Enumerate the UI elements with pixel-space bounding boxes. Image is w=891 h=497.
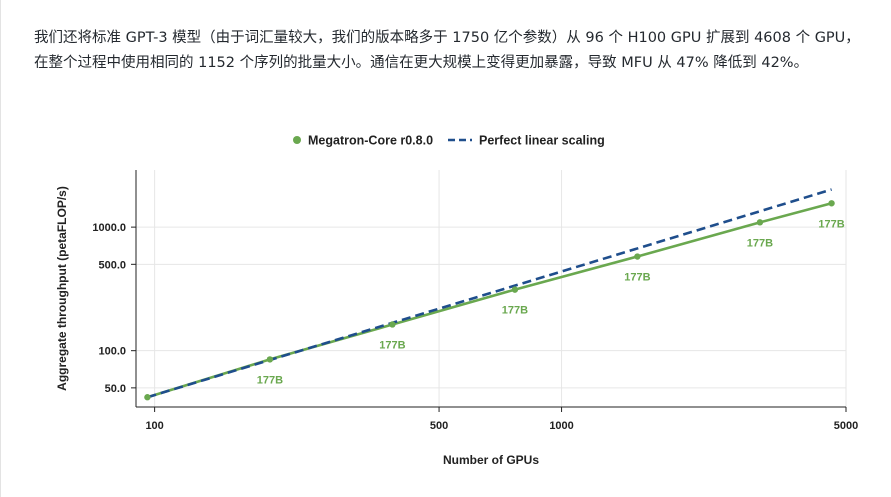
measured-point xyxy=(144,394,151,401)
data-label: 177B xyxy=(747,237,773,249)
legend-label-ideal: Perfect linear scaling xyxy=(479,134,605,148)
grid-lines xyxy=(136,170,847,407)
measured-point xyxy=(511,286,519,293)
series xyxy=(144,188,835,401)
axes xyxy=(131,170,847,412)
legend: Megatron-Core r0.8.0 Perfect linear scali… xyxy=(293,134,605,148)
measured-point xyxy=(634,253,641,260)
legend-label-measured: Megatron-Core r0.8.0 xyxy=(308,134,433,148)
x-tick-label: 1000 xyxy=(549,420,573,432)
data-label: 177B xyxy=(624,272,650,284)
measured-point xyxy=(389,321,396,328)
x-tick-label: 500 xyxy=(430,420,448,432)
data-labels: 177B 177B 177B 177B 177B 177B xyxy=(257,218,845,386)
data-label: 177B xyxy=(379,339,405,351)
legend-marker-measured xyxy=(293,136,301,144)
y-axis-title: Aggregate throughput (petaFLOP/s) xyxy=(55,186,69,391)
measured-point xyxy=(266,356,274,363)
measured-point xyxy=(828,200,835,207)
x-axis-title: Number of GPUs xyxy=(443,453,539,467)
measured-series-line xyxy=(147,202,832,399)
tick-labels: 100 500 1000 5000 50.0 100.0 500.0 1000.0 xyxy=(92,222,858,432)
intro-paragraph: 我们还将标准 GPT-3 模型（由于词汇量较大，我们的版本略多于 1750 亿个… xyxy=(34,30,860,71)
y-tick-label: 1000.0 xyxy=(92,222,126,234)
x-tick-label: 100 xyxy=(145,420,163,432)
y-tick-label: 100.0 xyxy=(98,346,126,358)
data-label: 177B xyxy=(257,374,283,386)
y-tick-label: 50.0 xyxy=(105,383,126,395)
data-label: 177B xyxy=(818,218,844,230)
y-tick-label: 500.0 xyxy=(98,259,126,271)
data-label: 177B xyxy=(502,305,528,317)
left-border xyxy=(0,0,1,497)
measured-point xyxy=(756,219,764,226)
x-tick-label: 5000 xyxy=(834,420,858,432)
ideal-scaling-line xyxy=(147,188,832,399)
